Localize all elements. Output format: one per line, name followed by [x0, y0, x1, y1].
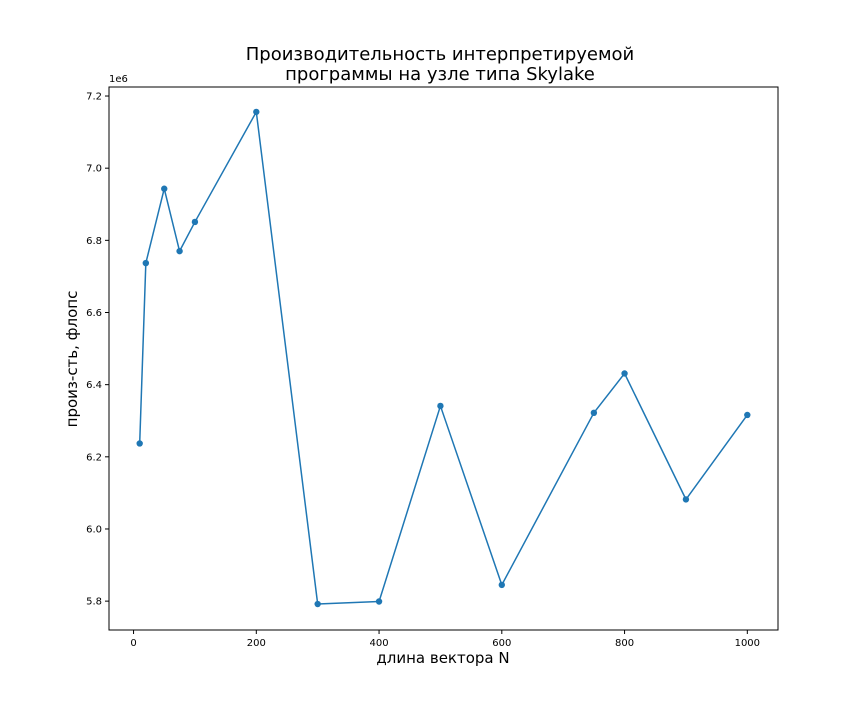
series-line: [138, 111, 748, 605]
y-axis-label: произ-сть, флопс: [63, 291, 81, 428]
x-axis-label: длина вектора N: [376, 649, 509, 667]
y-axis-offset-label: 1e6: [109, 74, 128, 85]
data-point: [142, 259, 150, 267]
data-point: [590, 409, 598, 416]
data-point: [437, 402, 444, 410]
chart-title-line1: Производительность интерпретируемой: [246, 44, 635, 65]
x-tick-label: 600: [492, 638, 511, 649]
plot-area: 0 200 400 600 800 1000 5.8 6.0 6.2 6.4 6.6 6.8 7.0 7.…: [86, 92, 760, 649]
data-point: [375, 598, 383, 605]
y-tick-label: 6.6: [86, 308, 102, 319]
x-tick-label: 800: [615, 638, 634, 649]
y-tick-label: 5.8: [86, 597, 102, 608]
data-point: [191, 218, 199, 226]
y-tick-label: 6.4: [86, 380, 102, 391]
data-point: [136, 440, 143, 447]
data-point: [314, 600, 321, 608]
data-point: [253, 108, 260, 116]
x-tick-label: 200: [247, 638, 266, 649]
data-point: [498, 581, 506, 589]
data-point: [161, 185, 168, 192]
x-tick-label: 0: [130, 638, 136, 649]
chart-title-line2: программы на узле типа Skylake: [285, 64, 595, 85]
data-point: [176, 247, 183, 255]
data-point: [744, 411, 751, 419]
y-tick-label: 6.0: [86, 524, 102, 535]
x-tick-label: 400: [370, 638, 389, 649]
data-point: [682, 496, 690, 503]
y-tick-label: 7.2: [86, 92, 102, 103]
y-tick-label: 7.0: [86, 164, 102, 175]
x-tick-label: 1000: [735, 638, 760, 649]
y-tick-label: 6.8: [86, 236, 102, 247]
y-tick-label: 6.2: [86, 452, 102, 463]
data-point: [621, 370, 628, 377]
plot-frame: [108, 86, 779, 631]
